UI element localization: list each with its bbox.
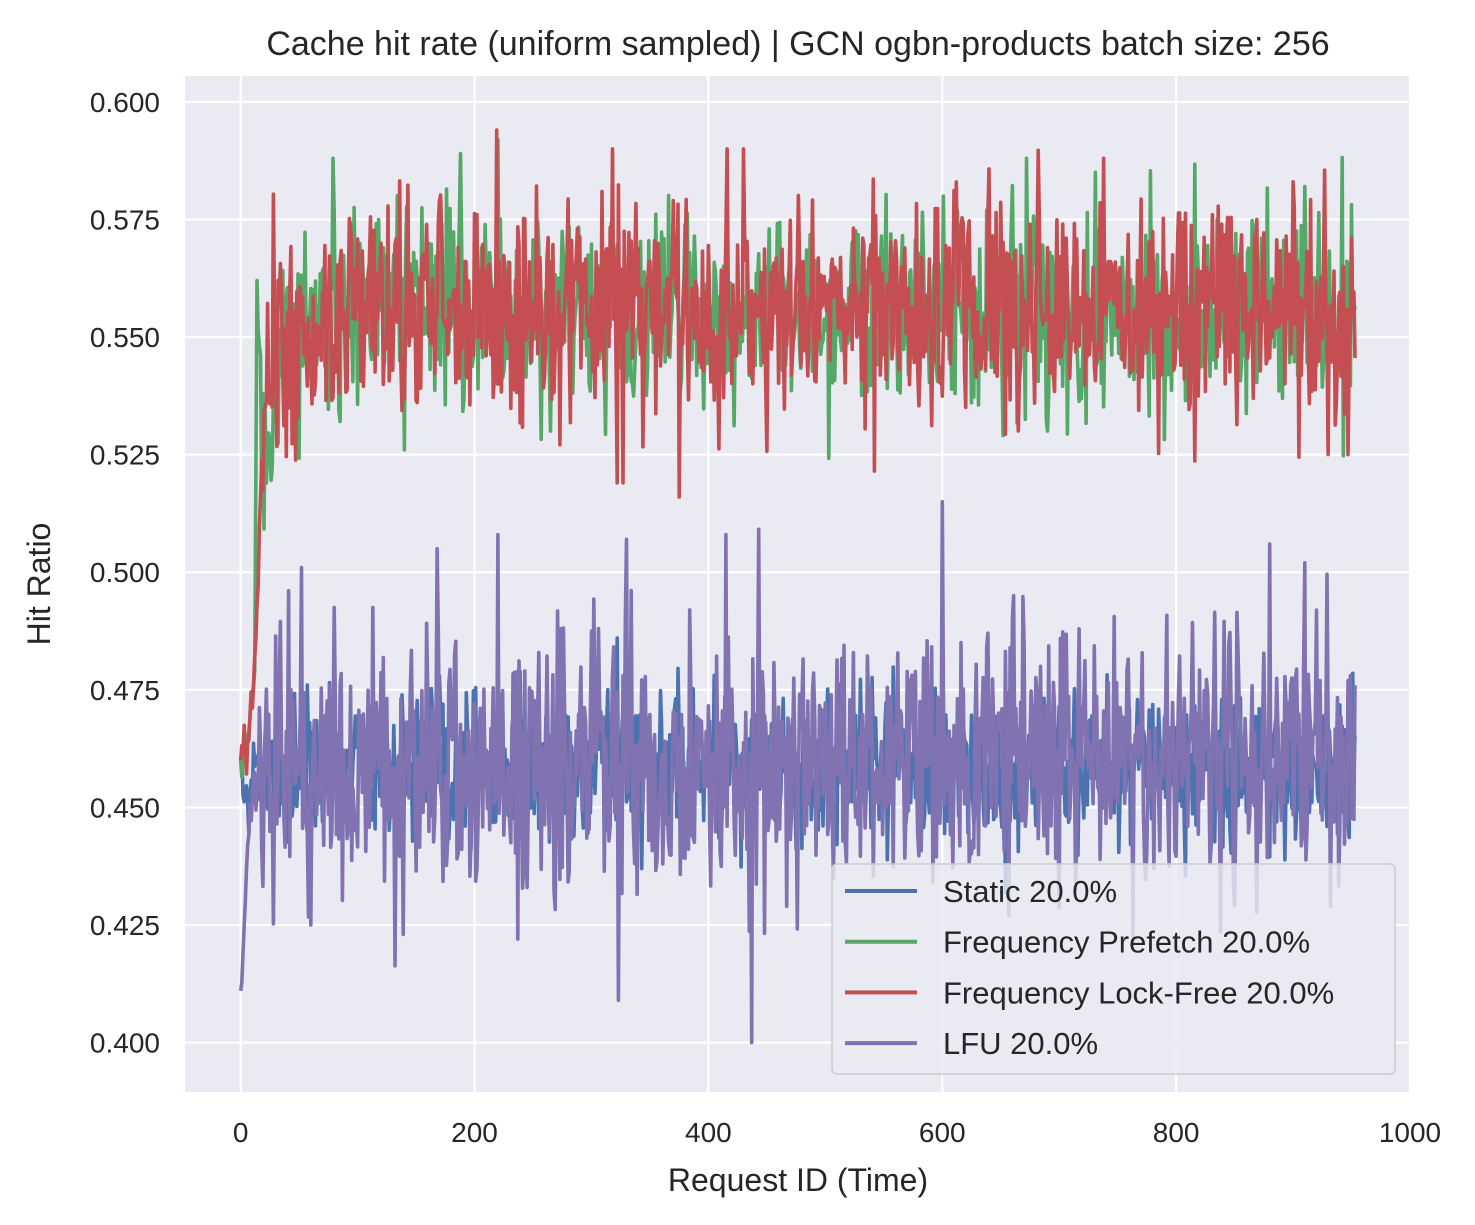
series-line-3 <box>238 128 1357 776</box>
y-tick-label: 0.600 <box>90 87 160 118</box>
series-lines <box>238 128 1357 1045</box>
x-axis-label: Request ID (Time) <box>668 1162 928 1198</box>
y-tick-label: 0.550 <box>90 322 160 353</box>
y-tick-label: 0.525 <box>90 440 160 471</box>
legend-label: Static 20.0% <box>943 874 1117 909</box>
y-tick-label: 0.575 <box>90 204 160 235</box>
x-tick-label: 800 <box>1153 1117 1200 1148</box>
y-tick-label: 0.400 <box>90 1028 160 1059</box>
y-tick-label: 0.500 <box>90 557 160 588</box>
y-axis-label: Hit Ratio <box>21 523 57 646</box>
legend-label: LFU 20.0% <box>943 1026 1098 1061</box>
x-tick-label: 200 <box>451 1117 498 1148</box>
series-line-4 <box>238 499 1357 1045</box>
legend-box <box>831 863 1396 1075</box>
legend: Static 20.0% Frequency Prefetch 20.0% Freq… <box>831 863 1396 1075</box>
x-tick-label: 400 <box>685 1117 732 1148</box>
chart-title: Cache hit rate (uniform sampled) | GCN o… <box>266 25 1329 63</box>
y-tick-label: 0.425 <box>90 910 160 941</box>
legend-label: Frequency Prefetch 20.0% <box>943 925 1310 960</box>
tick-labels: 0 200 400 600 800 1000 0.400 0.425 0.450 0.475 0.5… <box>90 87 1441 1148</box>
y-tick-label: 0.475 <box>90 675 160 706</box>
x-tick-label: 0 <box>233 1117 249 1148</box>
x-tick-label: 600 <box>919 1117 966 1148</box>
y-tick-label: 0.450 <box>90 792 160 823</box>
series-line-2 <box>238 137 1357 779</box>
legend-label: Frequency Lock-Free 20.0% <box>943 975 1334 1010</box>
x-tick-label: 1000 <box>1379 1117 1441 1148</box>
